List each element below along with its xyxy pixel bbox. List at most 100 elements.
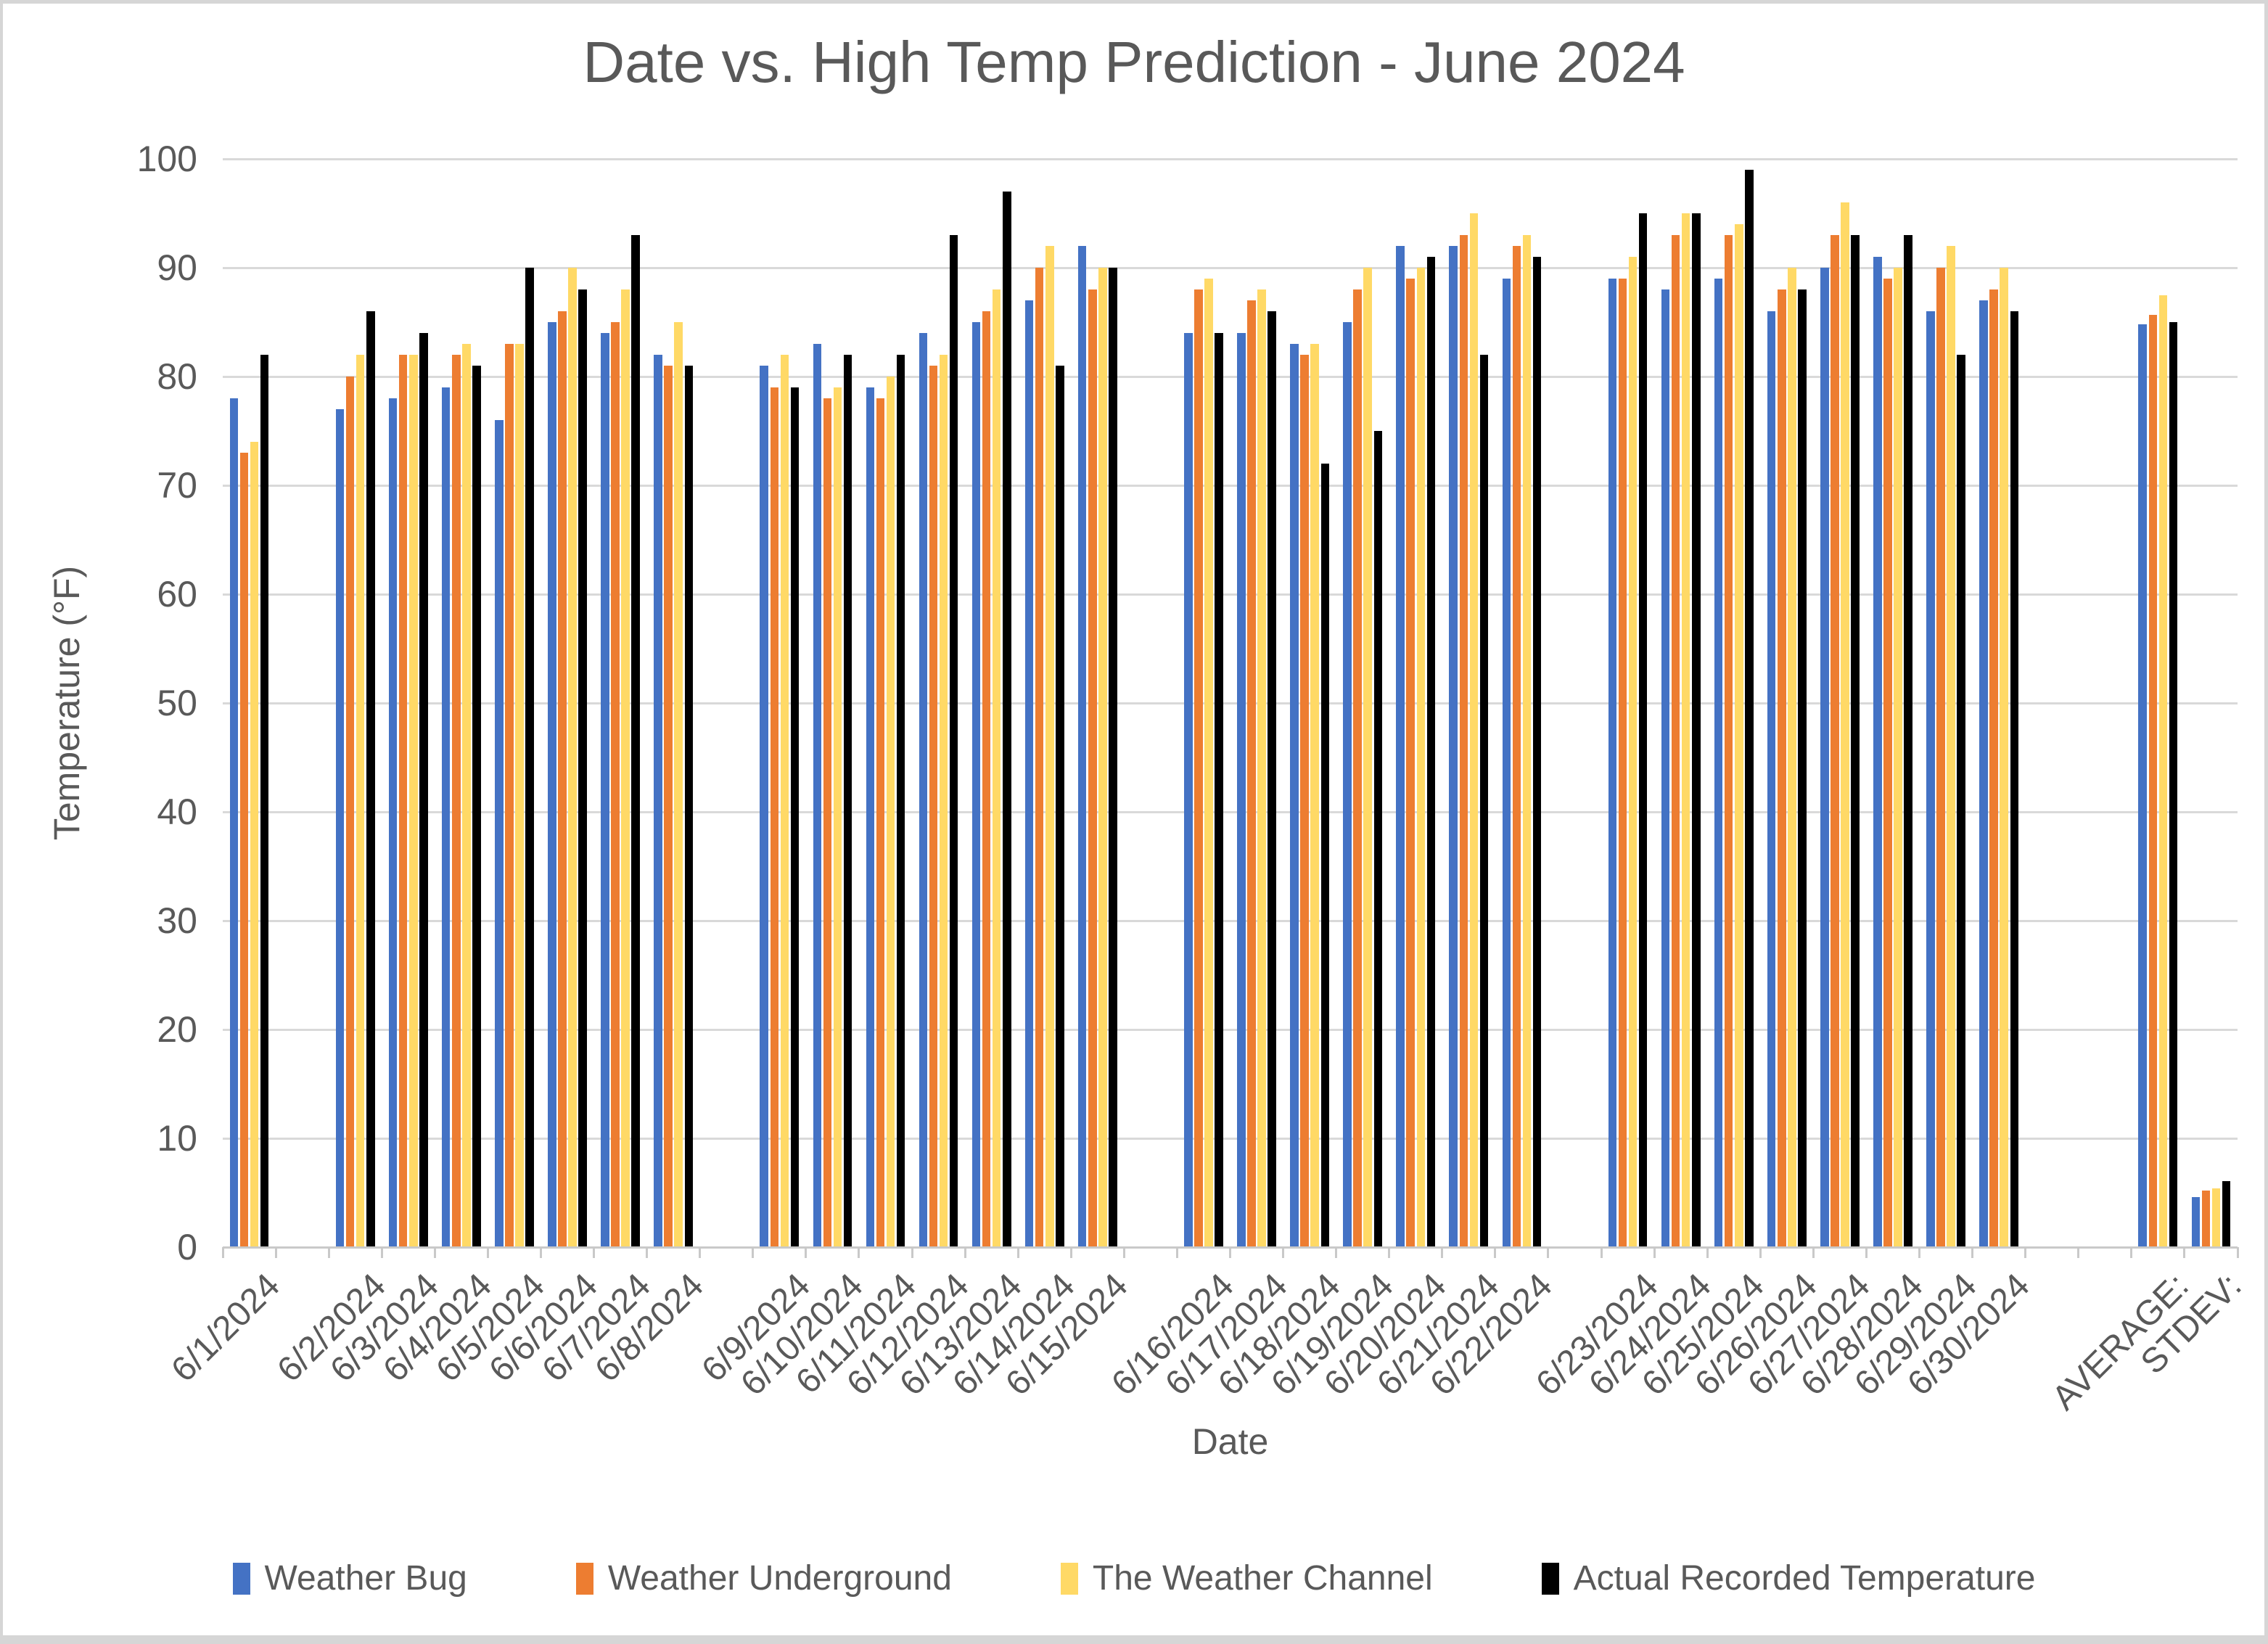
bar-weather-underground[interactable] (1989, 289, 1998, 1247)
bar-actual-recorded-temperature[interactable] (949, 235, 958, 1247)
bar-weather-underground[interactable] (239, 453, 249, 1247)
bar-actual-recorded-temperature[interactable] (1109, 268, 1117, 1247)
bar-weather-underground[interactable] (1883, 279, 1892, 1247)
bar-weather-underground[interactable] (1406, 279, 1415, 1247)
bar-weather-underground[interactable] (558, 311, 567, 1247)
bar-weather-bug[interactable] (1343, 322, 1352, 1247)
bar-the-weather-channel[interactable] (515, 344, 524, 1247)
bar-the-weather-channel[interactable] (409, 355, 418, 1247)
bar-the-weather-channel[interactable] (462, 344, 471, 1247)
bar-actual-recorded-temperature[interactable] (2010, 311, 2019, 1247)
bar-weather-underground[interactable] (770, 387, 779, 1247)
bar-the-weather-channel[interactable] (1416, 268, 1426, 1247)
bar-the-weather-channel[interactable] (1310, 344, 1319, 1247)
bar-weather-underground[interactable] (876, 398, 885, 1247)
bar-actual-recorded-temperature[interactable] (2222, 1180, 2231, 1247)
bar-weather-bug[interactable] (1077, 246, 1087, 1247)
bar-weather-bug[interactable] (1714, 279, 1723, 1247)
bar-weather-bug[interactable] (335, 409, 345, 1247)
bar-weather-bug[interactable] (1979, 300, 1988, 1247)
bar-weather-underground[interactable] (1671, 235, 1680, 1247)
bar-the-weather-channel[interactable] (356, 355, 365, 1247)
bar-actual-recorded-temperature[interactable] (631, 235, 640, 1247)
bar-the-weather-channel[interactable] (1363, 268, 1372, 1247)
bar-weather-bug[interactable] (1449, 246, 1458, 1247)
bar-actual-recorded-temperature[interactable] (1692, 213, 1701, 1247)
bar-weather-bug[interactable] (388, 398, 398, 1247)
bar-weather-underground[interactable] (982, 311, 991, 1247)
bar-the-weather-channel[interactable] (1469, 213, 1479, 1247)
bar-the-weather-channel[interactable] (2000, 268, 2008, 1247)
bar-the-weather-channel[interactable] (939, 355, 948, 1247)
bar-weather-underground[interactable] (1831, 235, 1839, 1247)
bar-weather-underground[interactable] (2201, 1191, 2211, 1247)
bar-the-weather-channel[interactable] (621, 289, 630, 1247)
bar-actual-recorded-temperature[interactable] (1215, 333, 1223, 1247)
bar-weather-bug[interactable] (1024, 300, 1034, 1247)
x-axis-title[interactable]: Date (1191, 1421, 1269, 1462)
bar-the-weather-channel[interactable] (833, 387, 842, 1247)
bar-weather-underground[interactable] (1618, 279, 1627, 1247)
bar-the-weather-channel[interactable] (1204, 279, 1213, 1247)
bar-weather-underground[interactable] (452, 355, 461, 1247)
bar-actual-recorded-temperature[interactable] (1426, 257, 1436, 1247)
bar-weather-bug[interactable] (229, 398, 239, 1247)
bar-the-weather-channel[interactable] (674, 322, 683, 1247)
bar-the-weather-channel[interactable] (1788, 268, 1796, 1247)
bar-actual-recorded-temperature[interactable] (260, 355, 269, 1247)
bar-the-weather-channel[interactable] (1735, 224, 1743, 1247)
bar-weather-bug[interactable] (548, 322, 556, 1247)
bar-the-weather-channel[interactable] (250, 442, 259, 1247)
bar-weather-underground[interactable] (1088, 289, 1097, 1247)
legend-item-actual-recorded-temperature[interactable]: Actual Recorded Temperature (1541, 1558, 2035, 1598)
bar-weather-bug[interactable] (2191, 1197, 2201, 1247)
bar-the-weather-channel[interactable] (568, 268, 577, 1247)
bar-weather-underground[interactable] (1300, 355, 1309, 1247)
bar-actual-recorded-temperature[interactable] (1056, 366, 1064, 1247)
bar-weather-underground[interactable] (1035, 268, 1044, 1247)
bar-weather-bug[interactable] (1873, 257, 1882, 1247)
bar-weather-bug[interactable] (866, 387, 875, 1247)
bar-weather-bug[interactable] (1608, 279, 1617, 1247)
bar-weather-bug[interactable] (601, 333, 609, 1247)
bar-weather-underground[interactable] (1778, 289, 1786, 1247)
bar-actual-recorded-temperature[interactable] (1373, 431, 1383, 1247)
bar-weather-underground[interactable] (1459, 235, 1468, 1247)
bar-weather-bug[interactable] (1767, 311, 1776, 1247)
bar-the-weather-channel[interactable] (1628, 257, 1638, 1247)
bar-weather-bug[interactable] (1396, 246, 1405, 1247)
bar-weather-bug[interactable] (1184, 333, 1193, 1247)
bar-actual-recorded-temperature[interactable] (1904, 235, 1912, 1247)
bar-actual-recorded-temperature[interactable] (366, 311, 375, 1247)
bar-the-weather-channel[interactable] (2158, 295, 2168, 1247)
bar-actual-recorded-temperature[interactable] (578, 289, 587, 1247)
bar-actual-recorded-temperature[interactable] (1638, 213, 1648, 1247)
bar-weather-underground[interactable] (664, 366, 673, 1247)
bar-actual-recorded-temperature[interactable] (896, 355, 905, 1247)
bar-the-weather-channel[interactable] (1257, 289, 1266, 1247)
bar-weather-bug[interactable] (1502, 279, 1511, 1247)
legend-item-the-weather-channel[interactable]: The Weather Channel (1060, 1558, 1433, 1598)
bar-weather-underground[interactable] (505, 344, 514, 1247)
bar-weather-bug[interactable] (1926, 311, 1935, 1247)
bar-weather-underground[interactable] (1936, 268, 1945, 1247)
bar-weather-bug[interactable] (1661, 289, 1670, 1247)
bar-the-weather-channel[interactable] (1522, 235, 1532, 1247)
bar-weather-bug[interactable] (1237, 333, 1246, 1247)
bar-actual-recorded-temperature[interactable] (684, 366, 694, 1247)
bar-weather-bug[interactable] (441, 387, 451, 1247)
bar-weather-bug[interactable] (919, 333, 928, 1247)
bar-weather-bug[interactable] (495, 420, 504, 1247)
bar-weather-underground[interactable] (929, 366, 938, 1247)
bar-actual-recorded-temperature[interactable] (1320, 464, 1330, 1247)
bar-weather-underground[interactable] (398, 355, 408, 1247)
bar-weather-underground[interactable] (611, 322, 620, 1247)
bar-actual-recorded-temperature[interactable] (1267, 311, 1276, 1247)
bar-actual-recorded-temperature[interactable] (419, 333, 428, 1247)
bar-actual-recorded-temperature[interactable] (2169, 322, 2178, 1247)
bar-weather-underground[interactable] (1247, 300, 1256, 1247)
bar-weather-bug[interactable] (2138, 324, 2147, 1247)
bar-weather-underground[interactable] (345, 377, 355, 1247)
bar-weather-bug[interactable] (760, 366, 768, 1247)
bar-weather-underground[interactable] (1194, 289, 1203, 1247)
